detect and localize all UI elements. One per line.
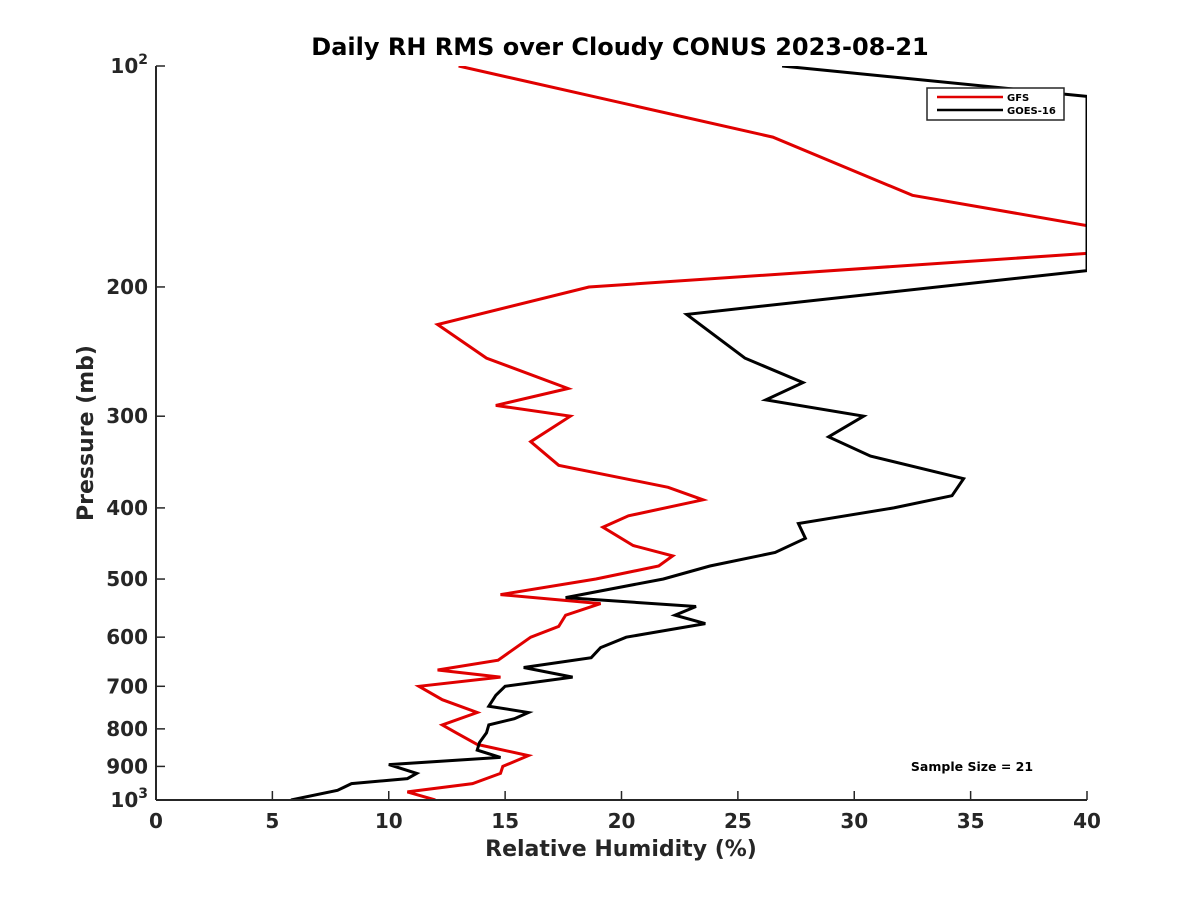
series-layer (290, 66, 1087, 800)
x-tick-label: 30 (840, 809, 868, 833)
legend-label-gfs: GFS (1007, 93, 1029, 104)
series-line-goes16 (290, 66, 1087, 800)
y-tick-label: 103 (110, 786, 148, 812)
x-tick-label: 0 (149, 809, 163, 833)
x-axis-label: Relative Humidity (%) (485, 837, 757, 862)
y-tick-label: 500 (106, 567, 148, 591)
chart-title: Daily RH RMS over Cloudy CONUS 2023-08-2… (311, 33, 928, 61)
y-tick-label: 900 (106, 754, 148, 778)
y-tick-label: 700 (106, 674, 148, 698)
legend-label-goes16: GOES-16 (1007, 106, 1056, 117)
y-tick-label: 600 (106, 625, 148, 649)
x-tick-label: 35 (957, 809, 985, 833)
y-axis-label: Pressure (mb) (74, 345, 99, 521)
y-tick-label: 400 (106, 496, 148, 520)
x-tick-label: 15 (491, 809, 519, 833)
x-tick-label: 5 (265, 809, 279, 833)
y-tick-label: 200 (106, 275, 148, 299)
series-line-gfs (406, 66, 1087, 800)
legend-box (926, 87, 1065, 121)
y-tick-label: 300 (106, 404, 148, 428)
y-ticks: 102 200 300 400 500 600 700 800 900 103 (106, 52, 165, 812)
x-ticks: 0 5 10 15 20 25 30 35 40 (149, 791, 1101, 833)
x-tick-label: 20 (608, 809, 636, 833)
y-tick-label: 102 (110, 52, 148, 78)
x-tick-label: 40 (1073, 809, 1101, 833)
x-tick-label: 10 (375, 809, 403, 833)
x-tick-label: 25 (724, 809, 752, 833)
legend: GFS GOES-16 (926, 87, 1065, 121)
y-tick-label: 800 (106, 717, 148, 741)
sample-size-annotation: Sample Size = 21 (911, 759, 1033, 774)
